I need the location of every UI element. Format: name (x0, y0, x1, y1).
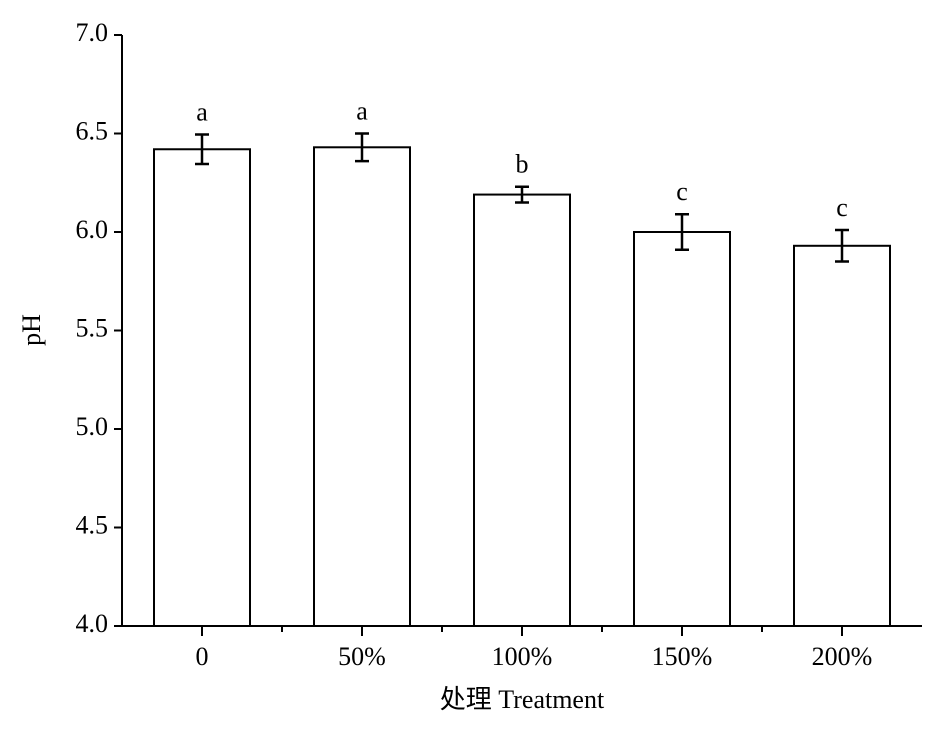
error-bar (515, 185, 529, 204)
y-tick-label: 6.0 (76, 215, 109, 244)
y-tick-label: 5.5 (76, 313, 109, 342)
error-bar (195, 133, 209, 166)
y-axis-title: pH (17, 314, 46, 346)
error-bar (675, 213, 689, 251)
y-tick-label: 4.0 (76, 609, 109, 638)
significance-label: a (196, 97, 208, 126)
bar (153, 148, 251, 627)
x-tick-label: 50% (338, 642, 386, 671)
significance-label: c (676, 177, 688, 206)
significance-label: a (356, 96, 368, 125)
error-bar (355, 132, 369, 163)
significance-label: c (836, 193, 848, 222)
bar (313, 146, 411, 627)
x-tick-label: 0 (196, 642, 209, 671)
bar (793, 244, 891, 627)
y-tick-label: 6.5 (76, 116, 109, 145)
error-bar (835, 228, 849, 263)
x-axis-title: 处理 Treatment (440, 685, 605, 714)
significance-label: b (516, 150, 529, 179)
y-tick-label: 5.0 (76, 412, 109, 441)
bar (473, 193, 571, 627)
y-tick-label: 4.5 (76, 510, 109, 539)
y-tick-label: 7.0 (76, 18, 109, 47)
x-tick-label: 100% (492, 642, 553, 671)
x-tick-label: 200% (812, 642, 873, 671)
bar (633, 231, 731, 627)
x-tick-label: 150% (652, 642, 713, 671)
